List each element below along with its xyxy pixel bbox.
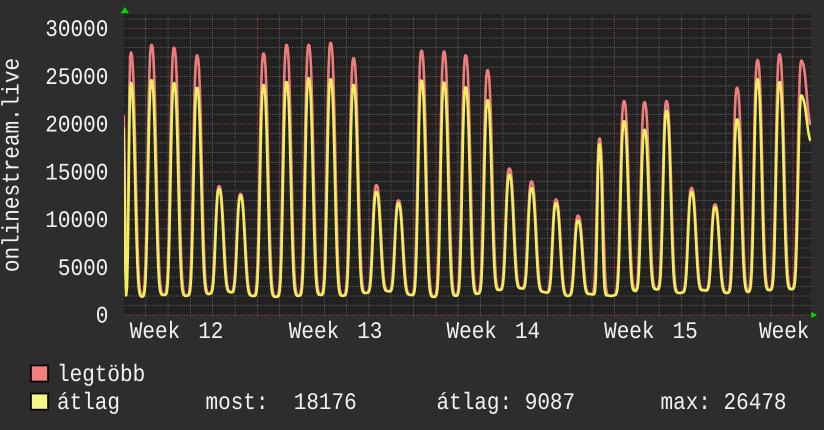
- svg-text:most: 18176: most: 18176: [206, 391, 357, 417]
- svg-text:max: 26478: max: 26478: [661, 391, 787, 417]
- svg-text:12: 12: [198, 320, 223, 346]
- svg-text:átlag: 9087: átlag: 9087: [437, 391, 576, 417]
- svg-text:Week: Week: [130, 320, 180, 346]
- svg-text:legtöbb: legtöbb: [57, 363, 145, 389]
- svg-text:10000: 10000: [45, 209, 108, 235]
- svg-text:Week: Week: [447, 320, 497, 346]
- svg-text:Week: Week: [604, 320, 654, 346]
- svg-text:14: 14: [515, 320, 540, 346]
- svg-text:30000: 30000: [45, 18, 108, 44]
- svg-text:15000: 15000: [45, 161, 108, 187]
- svg-text:20000: 20000: [45, 114, 108, 140]
- svg-text:25000: 25000: [45, 66, 108, 92]
- svg-text:5000: 5000: [58, 257, 108, 283]
- svg-text:Week: Week: [759, 320, 809, 346]
- svg-text:átlag: átlag: [57, 391, 120, 417]
- svg-text:onlinestream.live: onlinestream.live: [1, 58, 27, 272]
- svg-text:Week: Week: [289, 320, 339, 346]
- svg-text:13: 13: [357, 320, 382, 346]
- svg-text:15: 15: [673, 320, 698, 346]
- svg-text:0: 0: [96, 305, 109, 331]
